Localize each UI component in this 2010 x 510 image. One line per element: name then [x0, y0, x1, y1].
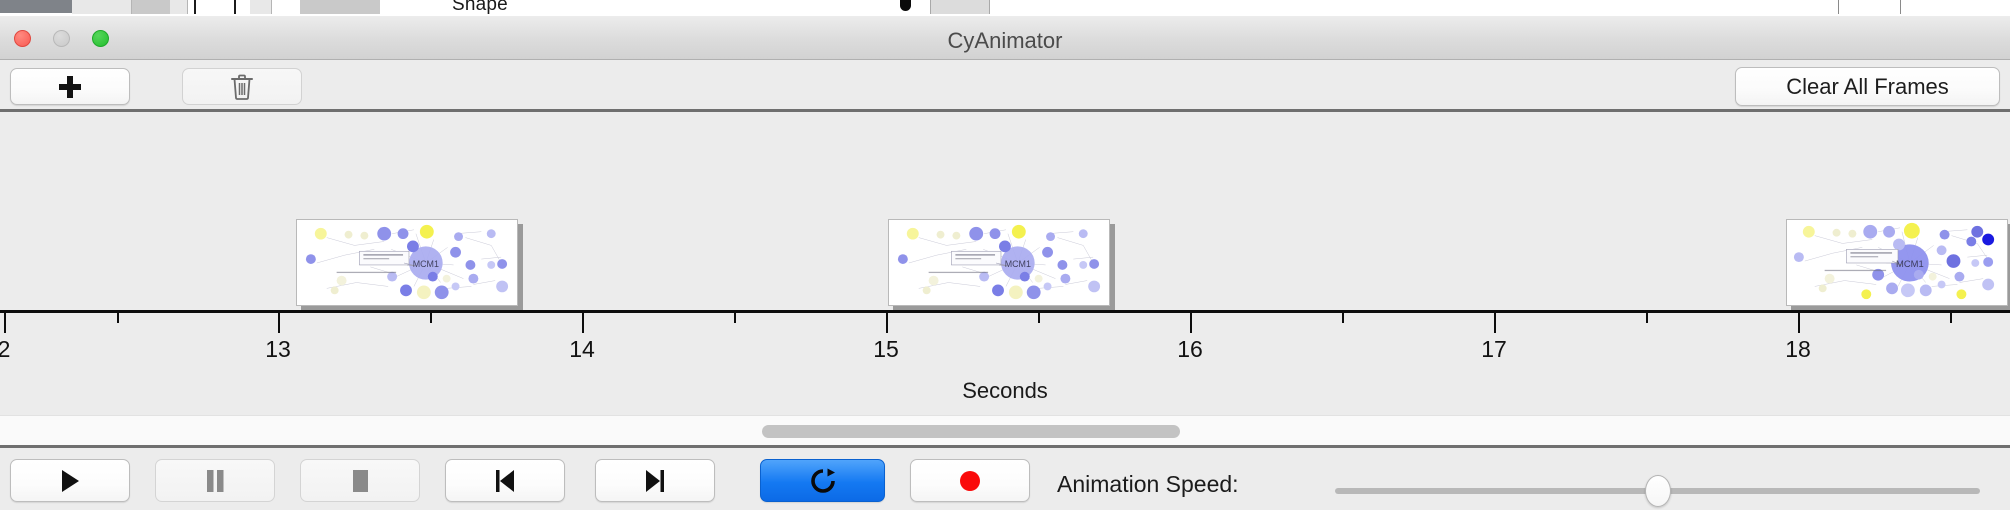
axis-title: Seconds [962, 378, 1048, 403]
svg-text:MCM1: MCM1 [1005, 259, 1031, 269]
trash-icon [231, 74, 253, 100]
play-button[interactable] [10, 459, 130, 502]
axis-tick [430, 313, 432, 323]
close-button[interactable] [14, 30, 31, 47]
background-titlebar [0, 0, 72, 13]
axis-tick-label: 14 [569, 336, 595, 362]
frame-thumbnail[interactable]: MCM1 [1786, 219, 2008, 306]
axis-tick-label: 16 [1177, 336, 1203, 362]
playback-control-bar: Animation Speed: [0, 451, 2010, 510]
maximize-button[interactable] [92, 30, 109, 47]
background-toolbar-segment [300, 0, 380, 14]
axis-tick [582, 313, 584, 333]
axis-tick-label: 15 [873, 336, 899, 362]
svg-text:MCM1: MCM1 [413, 259, 439, 269]
loop-icon [810, 468, 835, 493]
stop-button[interactable] [300, 459, 420, 502]
add-frame-button[interactable] [10, 68, 130, 105]
frame-thumbnail[interactable]: MCM1 [296, 219, 518, 306]
clear-all-frames-button[interactable]: Clear All Frames [1735, 67, 2000, 106]
axis-tick [1950, 313, 1952, 323]
animation-speed-thumb[interactable] [1644, 475, 1671, 507]
background-toolbar-segment [72, 0, 132, 14]
network-preview: MCM1 [1787, 220, 2007, 305]
pause-button[interactable] [155, 459, 275, 502]
background-tick [194, 0, 196, 14]
pause-icon [207, 469, 224, 492]
svg-text:MCM1: MCM1 [1896, 259, 1924, 269]
stop-icon [353, 469, 368, 492]
animation-speed-label: Animation Speed: [1057, 471, 1239, 497]
scrollbar-thumb[interactable] [762, 425, 1180, 438]
window-titlebar: CyAnimator [0, 16, 2010, 60]
axis-tick-label: 13 [265, 336, 291, 362]
skip-forward-button[interactable] [595, 459, 715, 502]
background-tick [234, 0, 236, 14]
axis-tick [4, 313, 6, 333]
clear-all-frames-label: Clear All Frames [1786, 73, 1949, 99]
axis-tick [1798, 313, 1800, 333]
frames-canvas: MCM1 [0, 115, 2010, 310]
toolbar: Clear All Frames [0, 60, 2010, 112]
window-title: CyAnimator [947, 28, 1063, 53]
network-preview: MCM1 [889, 220, 1109, 305]
record-button[interactable] [910, 459, 1030, 502]
minimize-button[interactable] [53, 30, 70, 47]
skip-forward-icon [646, 469, 664, 492]
horizontal-scrollbar[interactable] [0, 415, 2010, 448]
background-caret-icon [1810, 1, 1824, 14]
axis-tick [1494, 313, 1496, 333]
axis-tick [278, 313, 280, 333]
background-divider [1838, 0, 1839, 14]
axis-tick [886, 313, 888, 333]
axis-tick-label: 2 [0, 336, 11, 362]
background-caret-icon [1855, 1, 1869, 14]
axis-tick-label: 17 [1481, 336, 1507, 362]
axis-tick-label: 18 [1785, 336, 1811, 362]
axis-tick [1038, 313, 1040, 323]
background-toolbar-segment [170, 0, 188, 14]
background-divider [1900, 0, 1901, 14]
axis-tick [117, 313, 119, 323]
timeline-axis: 2 13 14 15 16 17 18 Seconds [0, 310, 2010, 415]
background-shape-label: Shape [452, 0, 508, 15]
axis-tick [1646, 313, 1648, 323]
background-marker-icon [900, 0, 911, 11]
background-toolbar-segment [930, 0, 990, 14]
play-icon [62, 469, 79, 492]
animation-speed-slider[interactable] [1335, 475, 1980, 507]
loop-button[interactable] [760, 459, 885, 502]
network-preview: MCM1 [297, 220, 517, 305]
background-toolbar-segment [132, 0, 170, 14]
plus-icon [58, 75, 82, 99]
axis-tick [1190, 313, 1192, 333]
axis-tick [734, 313, 736, 323]
background-window-strip: Shape [0, 0, 2010, 16]
record-icon [960, 470, 980, 491]
skip-back-icon [496, 469, 514, 492]
frame-thumbnail[interactable]: MCM1 [888, 219, 1110, 306]
axis-tick [1342, 313, 1344, 323]
delete-frame-button[interactable] [182, 68, 302, 105]
background-toolbar-segment [250, 0, 272, 14]
axis-line [0, 310, 2010, 313]
skip-back-button[interactable] [445, 459, 565, 502]
